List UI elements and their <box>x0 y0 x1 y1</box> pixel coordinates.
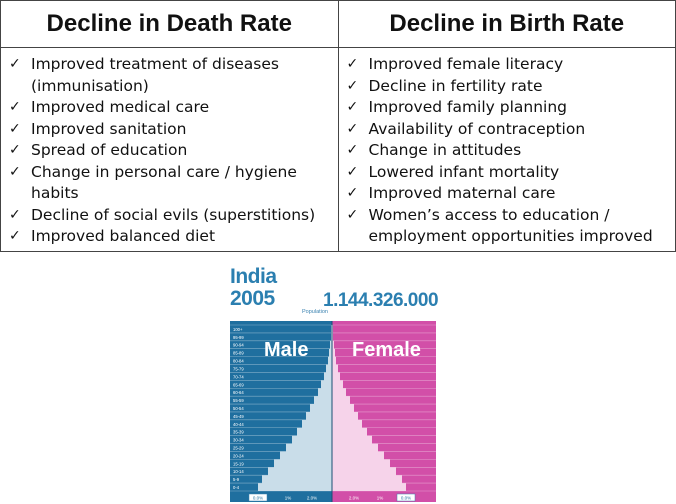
list-item: ✓ Improved family planning <box>347 97 672 119</box>
age-group-label: 40-44 <box>233 422 244 427</box>
check-icon: ✓ <box>346 77 359 94</box>
check-icon: ✓ <box>9 228 21 244</box>
check-icon: ✓ <box>346 142 359 158</box>
population-pyramid: India 2005 Population 1.144.326.000 100+… <box>230 262 439 504</box>
list-item: ✓ Improved balanced diet <box>9 226 334 248</box>
list-item: ✓ Improved sanitation <box>9 119 334 141</box>
age-group-label: 35-39 <box>233 430 244 435</box>
age-group-label: 90-94 <box>233 343 244 348</box>
age-group-label: 20-24 <box>233 453 244 458</box>
check-icon: ✓ <box>9 163 21 180</box>
check-icon: ✓ <box>346 206 359 223</box>
check-icon: ✓ <box>346 163 359 180</box>
male-distribution <box>258 325 332 491</box>
list-item: ✓ Improved medical care <box>9 97 334 119</box>
check-icon: ✓ <box>9 56 21 72</box>
population-label: Population <box>302 309 328 315</box>
birth-rate-header: Decline in Birth Rate <box>337 0 676 48</box>
check-icon: ✓ <box>346 56 359 72</box>
list-item: ✓ Availability of contraception <box>347 119 672 141</box>
list-item: ✓ Change in attitudes <box>347 140 672 162</box>
age-group-label: 95-99 <box>233 335 244 340</box>
age-group-label: 70-74 <box>233 374 244 379</box>
death-rate-column: ✓ Improved treatment of diseases (immunis… <box>0 47 339 252</box>
list-item: ✓ Improved female literacy <box>347 54 672 76</box>
age-group-label: 45-49 <box>233 414 244 419</box>
axis-tick-label: 1% <box>285 496 292 501</box>
age-group-label: 65-69 <box>233 382 244 387</box>
axis-tick-label: 0.0% <box>253 496 263 501</box>
female-distribution <box>332 325 406 491</box>
check-icon: ✓ <box>9 99 21 115</box>
check-icon: ✓ <box>346 185 359 201</box>
tick-label-box <box>248 493 268 502</box>
list-item: ✓ Decline of social evils (superstitions) <box>9 205 334 227</box>
list-item: ✓ Change in personal care / hygiene habit… <box>9 162 297 203</box>
age-group-label: 75-79 <box>233 366 244 371</box>
comparison-table: Decline in Death Rate Decline in Birth R… <box>0 0 676 252</box>
age-group-label: 100+ <box>233 327 243 332</box>
check-icon: ✓ <box>9 142 21 158</box>
axis-ticks: 0.0% 1% 2.0% 2.0% 1% 0.0% <box>248 493 416 502</box>
pyramid-chart: 100+ 95-99 90-94 85-89 80-84 75-79 70-74 65-69 6… <box>230 321 436 502</box>
axis-tick-label: 2.0% <box>349 496 359 501</box>
check-icon: ✓ <box>346 99 359 115</box>
list-item: ✓ Lowered infant mortality <box>347 162 672 184</box>
list-item-continuation: (immunisation) <box>31 76 149 95</box>
axis-tick-label: 1% <box>377 496 384 501</box>
age-group-label: 85-89 <box>233 351 244 356</box>
birth-rate-list: ✓ Improved female literacy ✓ Decline in fe… <box>347 54 672 248</box>
list-item: ✓ Improved treatment of diseases <box>9 54 334 76</box>
list-item: ✓ Decline in fertility rate <box>347 76 672 98</box>
age-group-label: 10-14 <box>233 469 244 474</box>
death-rate-list: ✓ Improved treatment of diseases (immunis… <box>9 54 334 248</box>
age-group-label: 5-9 <box>233 477 240 482</box>
birth-rate-column: ✓ Improved female literacy ✓ Decline in fe… <box>337 47 676 252</box>
age-group-label: 80-84 <box>233 359 244 364</box>
age-group-label: 25-29 <box>233 446 244 451</box>
list-item-continuation: employment opportunities improved <box>368 227 653 245</box>
age-group-label: 60-64 <box>233 390 244 395</box>
age-group-label: 15-19 <box>233 461 244 466</box>
female-label: Female <box>352 339 421 361</box>
list-item: ✓ Improved maternal care <box>347 183 672 205</box>
tick-label-box <box>396 493 416 502</box>
year-label: 2005 <box>230 287 275 310</box>
pyramid-title: India 2005 <box>230 266 277 310</box>
death-rate-header: Decline in Death Rate <box>0 0 339 48</box>
age-group-label: 30-34 <box>233 438 244 443</box>
age-group-label: 55-59 <box>233 398 244 403</box>
check-icon: ✓ <box>9 206 21 223</box>
male-label: Male <box>264 339 308 361</box>
axis-tick-label: 2.0% <box>307 496 317 501</box>
check-icon: ✓ <box>346 120 359 137</box>
list-item: ✓ Women’s access to education / <box>347 205 672 227</box>
age-group-label: 50-54 <box>233 406 244 411</box>
axis-tick-label: 0.0% <box>401 496 411 501</box>
age-labels: 100+ 95-99 90-94 85-89 80-84 75-79 70-74 65-69 6… <box>233 327 244 490</box>
list-item: ✓ Spread of education <box>9 140 334 162</box>
check-icon: ✓ <box>9 120 21 137</box>
population-value: 1.144.326.000 <box>323 290 439 311</box>
country-name: India <box>230 265 277 288</box>
age-group-label: 0-4 <box>233 485 240 490</box>
